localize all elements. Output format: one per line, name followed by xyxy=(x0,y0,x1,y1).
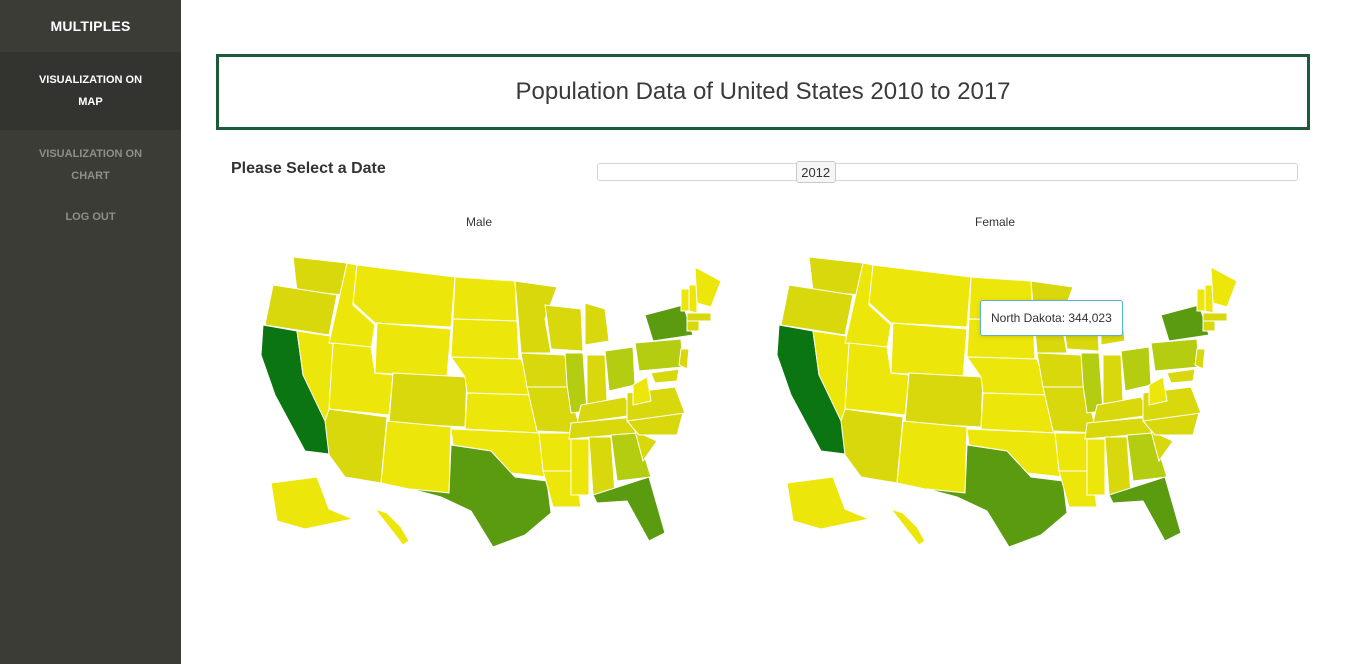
male-state-mt[interactable] xyxy=(352,264,456,328)
female-state-co[interactable] xyxy=(904,372,984,428)
female-state-ga[interactable] xyxy=(1126,432,1168,482)
male-state-tx[interactable] xyxy=(410,444,552,548)
male-state-al[interactable] xyxy=(588,436,616,496)
page-title: Population Data of United States 2010 to… xyxy=(515,78,1011,105)
male-state-ma[interactable] xyxy=(686,312,712,322)
nav-logout[interactable]: LOG OUT xyxy=(65,211,116,223)
male-state-ct[interactable] xyxy=(686,320,700,332)
male-state-or[interactable] xyxy=(264,284,338,336)
map-tooltip: North Dakota: 344,023 xyxy=(980,300,1123,336)
female-state-fl[interactable] xyxy=(1108,476,1182,542)
male-state-ak[interactable] xyxy=(270,476,355,530)
male-state-ny[interactable] xyxy=(644,304,694,342)
female-state-ct[interactable] xyxy=(1202,320,1216,332)
male-state-wv[interactable] xyxy=(632,376,652,406)
female-state-mt[interactable] xyxy=(868,264,972,328)
date-select-label: Please Select a Date xyxy=(231,160,386,177)
sidebar: MULTIPLES VISUALIZATION ON MAP VISUALIZA… xyxy=(0,0,181,664)
male-state-fl[interactable] xyxy=(592,476,666,542)
male-state-nd[interactable] xyxy=(452,276,518,322)
male-state-ia[interactable] xyxy=(520,352,570,388)
male-state-pa[interactable] xyxy=(634,338,684,372)
male-state-ga[interactable] xyxy=(610,432,652,482)
male-state-ks[interactable] xyxy=(464,392,540,434)
female-state-in[interactable] xyxy=(1102,354,1124,406)
female-state-wy[interactable] xyxy=(890,322,968,378)
male-state-vt[interactable] xyxy=(680,288,690,312)
female-state-ks[interactable] xyxy=(980,392,1056,434)
male-state-mn[interactable] xyxy=(514,280,558,354)
male-state-mi[interactable] xyxy=(584,302,610,346)
male-state-hi[interactable] xyxy=(373,508,410,546)
male-state-wi[interactable] xyxy=(544,304,584,352)
female-state-ak[interactable] xyxy=(786,476,871,530)
female-state-nj[interactable] xyxy=(1194,348,1206,370)
female-state-pa[interactable] xyxy=(1150,338,1200,372)
map-title-male: Male xyxy=(465,215,492,229)
female-state-nm[interactable] xyxy=(896,420,968,494)
map-title-female: Female xyxy=(974,215,1015,229)
female-state-me[interactable] xyxy=(1210,266,1238,308)
nav-visualization-chart[interactable]: VISUALIZATION ON CHART xyxy=(38,148,143,182)
male-state-in[interactable] xyxy=(586,354,608,406)
male-state-oh[interactable] xyxy=(604,346,636,392)
map-female xyxy=(776,256,1238,548)
female-state-al[interactable] xyxy=(1104,436,1132,496)
female-state-tx[interactable] xyxy=(926,444,1068,548)
brand-title: MULTIPLES xyxy=(50,18,131,34)
year-slider[interactable]: 2012 xyxy=(597,161,1298,183)
male-state-ms[interactable] xyxy=(570,438,590,496)
male-state-me[interactable] xyxy=(694,266,722,308)
female-state-sc[interactable] xyxy=(1150,430,1174,463)
male-state-sc[interactable] xyxy=(634,430,658,463)
male-state-az[interactable] xyxy=(324,408,388,484)
female-state-oh[interactable] xyxy=(1120,346,1152,392)
male-state-nj[interactable] xyxy=(678,348,690,370)
male-state-nm[interactable] xyxy=(380,420,452,494)
female-state-vt[interactable] xyxy=(1196,288,1206,312)
male-state-md[interactable] xyxy=(650,368,680,384)
female-state-ms[interactable] xyxy=(1086,438,1106,496)
female-state-az[interactable] xyxy=(840,408,904,484)
male-state-sd[interactable] xyxy=(450,318,520,360)
male-state-wy[interactable] xyxy=(374,322,452,378)
page-title-box: Population Data of United States 2010 to… xyxy=(216,54,1310,130)
map-male xyxy=(260,256,722,548)
female-state-ia[interactable] xyxy=(1036,352,1086,388)
female-state-ny[interactable] xyxy=(1160,304,1210,342)
female-state-md[interactable] xyxy=(1166,368,1196,384)
female-state-ma[interactable] xyxy=(1202,312,1228,322)
female-state-hi[interactable] xyxy=(889,508,926,546)
female-state-or[interactable] xyxy=(780,284,854,336)
year-slider-handle[interactable]: 2012 xyxy=(795,161,836,183)
male-state-co[interactable] xyxy=(388,372,468,428)
female-state-wv[interactable] xyxy=(1148,376,1168,406)
nav-visualization-map[interactable]: VISUALIZATION ON MAP xyxy=(0,52,181,130)
